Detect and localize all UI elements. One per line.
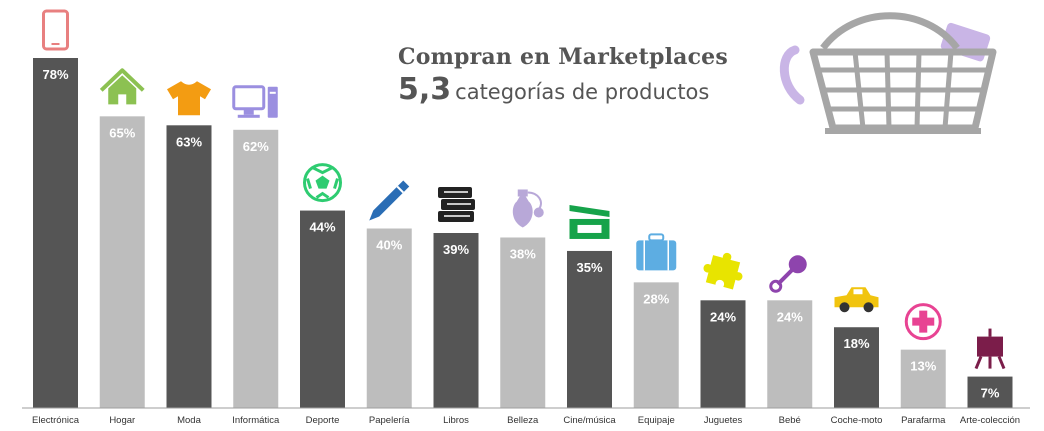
bar-parafarma	[900, 349, 946, 408]
clapperboard-icon	[569, 204, 610, 239]
x-tick-libros: Libros	[443, 415, 469, 426]
rattle-icon	[769, 255, 807, 293]
bar-bebe	[767, 300, 813, 408]
bar-juguetes	[700, 300, 746, 408]
value-label-papeleria: 40%	[376, 238, 402, 253]
x-tick-juguetes: Juguetes	[704, 415, 743, 426]
books-icon	[438, 187, 475, 222]
chart-title: Compran en Marketplaces	[398, 44, 728, 70]
easel-icon	[974, 328, 1006, 370]
x-tick-electronica: Electrónica	[32, 415, 80, 426]
car-icon	[834, 287, 879, 313]
value-label-deporte: 44%	[309, 220, 335, 235]
value-label-electronica: 78%	[42, 67, 68, 82]
value-label-arte-coleccion: 7%	[981, 386, 1000, 401]
x-tick-belleza: Belleza	[507, 415, 539, 426]
value-label-coche-moto: 18%	[843, 336, 869, 351]
chart-header: Compran en Marketplaces 5,3 categorías de…	[398, 44, 758, 107]
bar-moda	[166, 125, 212, 409]
bar-deporte	[300, 210, 345, 408]
value-label-belleza: 38%	[510, 246, 536, 261]
value-label-libros: 39%	[443, 242, 469, 257]
chart-subtitle: 5,3 categorías de productos	[398, 72, 758, 107]
value-label-cine-musica: 35%	[576, 260, 602, 275]
x-tick-moda: Moda	[177, 415, 201, 426]
bar-cine-musica	[567, 250, 612, 408]
x-tick-deporte: Deporte	[306, 415, 340, 426]
value-label-moda: 63%	[176, 134, 202, 149]
suitcase-icon	[636, 233, 677, 271]
basket-icon	[779, 12, 997, 134]
value-label-informatica: 62%	[243, 139, 269, 154]
pen-icon	[369, 180, 410, 221]
x-tick-hogar: Hogar	[109, 415, 135, 426]
bar-equipaje	[633, 282, 679, 408]
bar-libros	[433, 233, 479, 408]
x-tick-bebe: Bebé	[779, 415, 801, 426]
value-label-equipaje: 28%	[643, 291, 669, 306]
x-tick-informatica: Informática	[232, 415, 280, 426]
bar-belleza	[500, 237, 546, 408]
value-label-parafarma: 13%	[910, 359, 936, 374]
bar-informatica	[233, 129, 279, 409]
bar-coche-moto	[834, 327, 879, 408]
x-tick-parafarma: Parafarma	[901, 415, 946, 426]
bar-arte-coleccion	[967, 376, 1013, 408]
value-label-hogar: 65%	[109, 125, 135, 140]
house-icon	[99, 68, 145, 105]
perfume-icon	[512, 189, 544, 228]
x-tick-arte-coleccion: Arte-colección	[960, 415, 1020, 426]
bar-electronica	[33, 58, 78, 408]
subtitle-text: categorías de productos	[455, 80, 710, 104]
soccer-ball-icon	[303, 163, 342, 203]
value-label-bebe: 24%	[777, 309, 803, 324]
subtitle-value: 5,3	[398, 72, 452, 107]
bar-papeleria	[366, 228, 412, 408]
x-tick-cine-musica: Cine/música	[563, 415, 616, 426]
x-tick-coche-moto: Coche-moto	[831, 415, 883, 426]
tshirt-icon	[167, 81, 211, 116]
value-label-juguetes: 24%	[710, 309, 736, 324]
x-tick-equipaje: Equipaje	[638, 415, 675, 426]
x-tick-papeleria: Papelería	[369, 415, 410, 426]
bar-hogar	[99, 116, 145, 408]
computer-icon	[232, 85, 278, 118]
pharmacy-cross-icon	[904, 303, 942, 341]
phone-icon	[42, 9, 69, 51]
puzzle-icon	[703, 252, 743, 290]
